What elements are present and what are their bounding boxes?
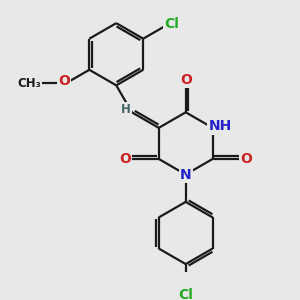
Text: NH: NH xyxy=(208,119,232,134)
Text: O: O xyxy=(180,73,192,87)
Text: H: H xyxy=(121,103,131,116)
Text: Cl: Cl xyxy=(178,288,193,300)
Text: O: O xyxy=(119,152,131,166)
Text: O: O xyxy=(58,74,70,88)
Text: N: N xyxy=(180,167,191,182)
Text: Cl: Cl xyxy=(164,17,179,31)
Text: CH₃: CH₃ xyxy=(17,77,41,90)
Text: O: O xyxy=(240,152,252,166)
